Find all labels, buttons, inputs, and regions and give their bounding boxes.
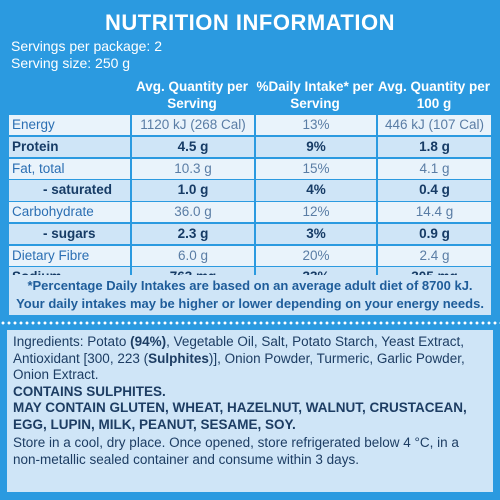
value-per-serving: 2.3 g bbox=[132, 223, 254, 245]
row-label: Fat, total bbox=[9, 158, 130, 179]
storage-instructions: Store in a cool, dry place. Once opened,… bbox=[13, 435, 459, 467]
header-per-serving: Avg. Quantity per Serving bbox=[135, 78, 248, 111]
ingredients-potato-percent: (94%) bbox=[130, 334, 167, 349]
header-per-100g: Avg. Quantity per 100 g bbox=[377, 78, 490, 111]
ingredients-text-1: Ingredients: Potato bbox=[13, 334, 131, 349]
value-daily-intake: 9% bbox=[256, 136, 376, 157]
value-daily-intake: 20% bbox=[256, 245, 376, 266]
may-contain-statement: MAY CONTAIN GLUTEN, WHEAT, HAZELNUT, WAL… bbox=[13, 400, 467, 432]
nutrition-table: Avg. Quantity per Serving %Daily Intake*… bbox=[9, 74, 491, 289]
value-per-100g: 14.4 g bbox=[378, 202, 491, 223]
row-label: Energy bbox=[9, 115, 130, 136]
table-row-sugars: - sugars 2.3 g 3% 0.9 g bbox=[9, 223, 491, 245]
table-row-dietary-fibre: Dietary Fibre 6.0 g 20% 2.4 g bbox=[9, 245, 491, 266]
dotted-divider bbox=[0, 320, 500, 326]
table-row-protein: Protein 4.5 g 9% 1.8 g bbox=[9, 136, 491, 157]
table-row-fat-total: Fat, total 10.3 g 15% 4.1 g bbox=[9, 158, 491, 179]
value-per-serving: 36.0 g bbox=[132, 202, 254, 223]
value-per-serving: 1120 kJ (268 Cal) bbox=[132, 115, 254, 136]
row-label: Carbohydrate bbox=[9, 202, 130, 223]
value-daily-intake: 13% bbox=[256, 115, 376, 136]
panel-title: NUTRITION INFORMATION bbox=[105, 10, 395, 35]
value-per-100g: 2.4 g bbox=[378, 245, 491, 266]
ingredients-sulphites: Sulphites bbox=[148, 350, 209, 366]
value-daily-intake: 4% bbox=[256, 180, 376, 201]
value-per-100g: 1.8 g bbox=[378, 136, 491, 157]
contains-statement: CONTAINS SULPHITES. bbox=[13, 383, 166, 399]
header-daily-intake: %Daily Intake* per Serving bbox=[256, 78, 374, 111]
ingredients-text-3: )], Onion Powder, Turmeric, Garlic Powde… bbox=[13, 350, 465, 383]
row-label: Dietary Fibre bbox=[9, 245, 130, 266]
table-header: Avg. Quantity per Serving %Daily Intake*… bbox=[9, 74, 491, 115]
value-per-100g: 0.9 g bbox=[378, 223, 491, 245]
ingredients-list: Ingredients: Potato (94%), Vegetable Oil… bbox=[13, 334, 487, 384]
value-per-100g: 4.1 g bbox=[378, 158, 491, 179]
value-per-serving: 6.0 g bbox=[132, 245, 254, 266]
serving-size: Serving size: 250 g bbox=[11, 55, 131, 71]
servings-per-package: Servings per package: 2 bbox=[11, 38, 162, 54]
value-per-100g: 446 kJ (107 Cal) bbox=[378, 115, 491, 136]
value-per-serving: 4.5 g bbox=[132, 136, 254, 157]
ingredients-text-2: , Vegetable Oil, Salt, Potato Starch, Ye… bbox=[13, 334, 465, 366]
value-daily-intake: 15% bbox=[256, 158, 376, 179]
ingredients-box: Ingredients: Potato (94%), Vegetable Oil… bbox=[7, 330, 493, 492]
footnote-line-2: Your daily intakes may be higher or lowe… bbox=[16, 296, 484, 311]
row-label: - saturated bbox=[9, 180, 130, 201]
value-per-serving: 1.0 g bbox=[132, 180, 254, 201]
value-daily-intake: 12% bbox=[256, 202, 376, 223]
row-label: - sugars bbox=[9, 223, 130, 245]
value-daily-intake: 3% bbox=[256, 223, 376, 245]
table-row-carbohydrate: Carbohydrate 36.0 g 12% 14.4 g bbox=[9, 202, 491, 223]
daily-intake-footnote: *Percentage Daily Intakes are based on a… bbox=[9, 275, 491, 315]
value-per-serving: 10.3 g bbox=[132, 158, 254, 179]
table-row-saturated: - saturated 1.0 g 4% 0.4 g bbox=[9, 180, 491, 201]
value-per-100g: 0.4 g bbox=[378, 180, 491, 201]
table-row-energy: Energy 1120 kJ (268 Cal) 13% 446 kJ (107… bbox=[9, 115, 491, 136]
footnote-line-1: *Percentage Daily Intakes are based on a… bbox=[27, 278, 473, 293]
row-label: Protein bbox=[9, 136, 130, 157]
